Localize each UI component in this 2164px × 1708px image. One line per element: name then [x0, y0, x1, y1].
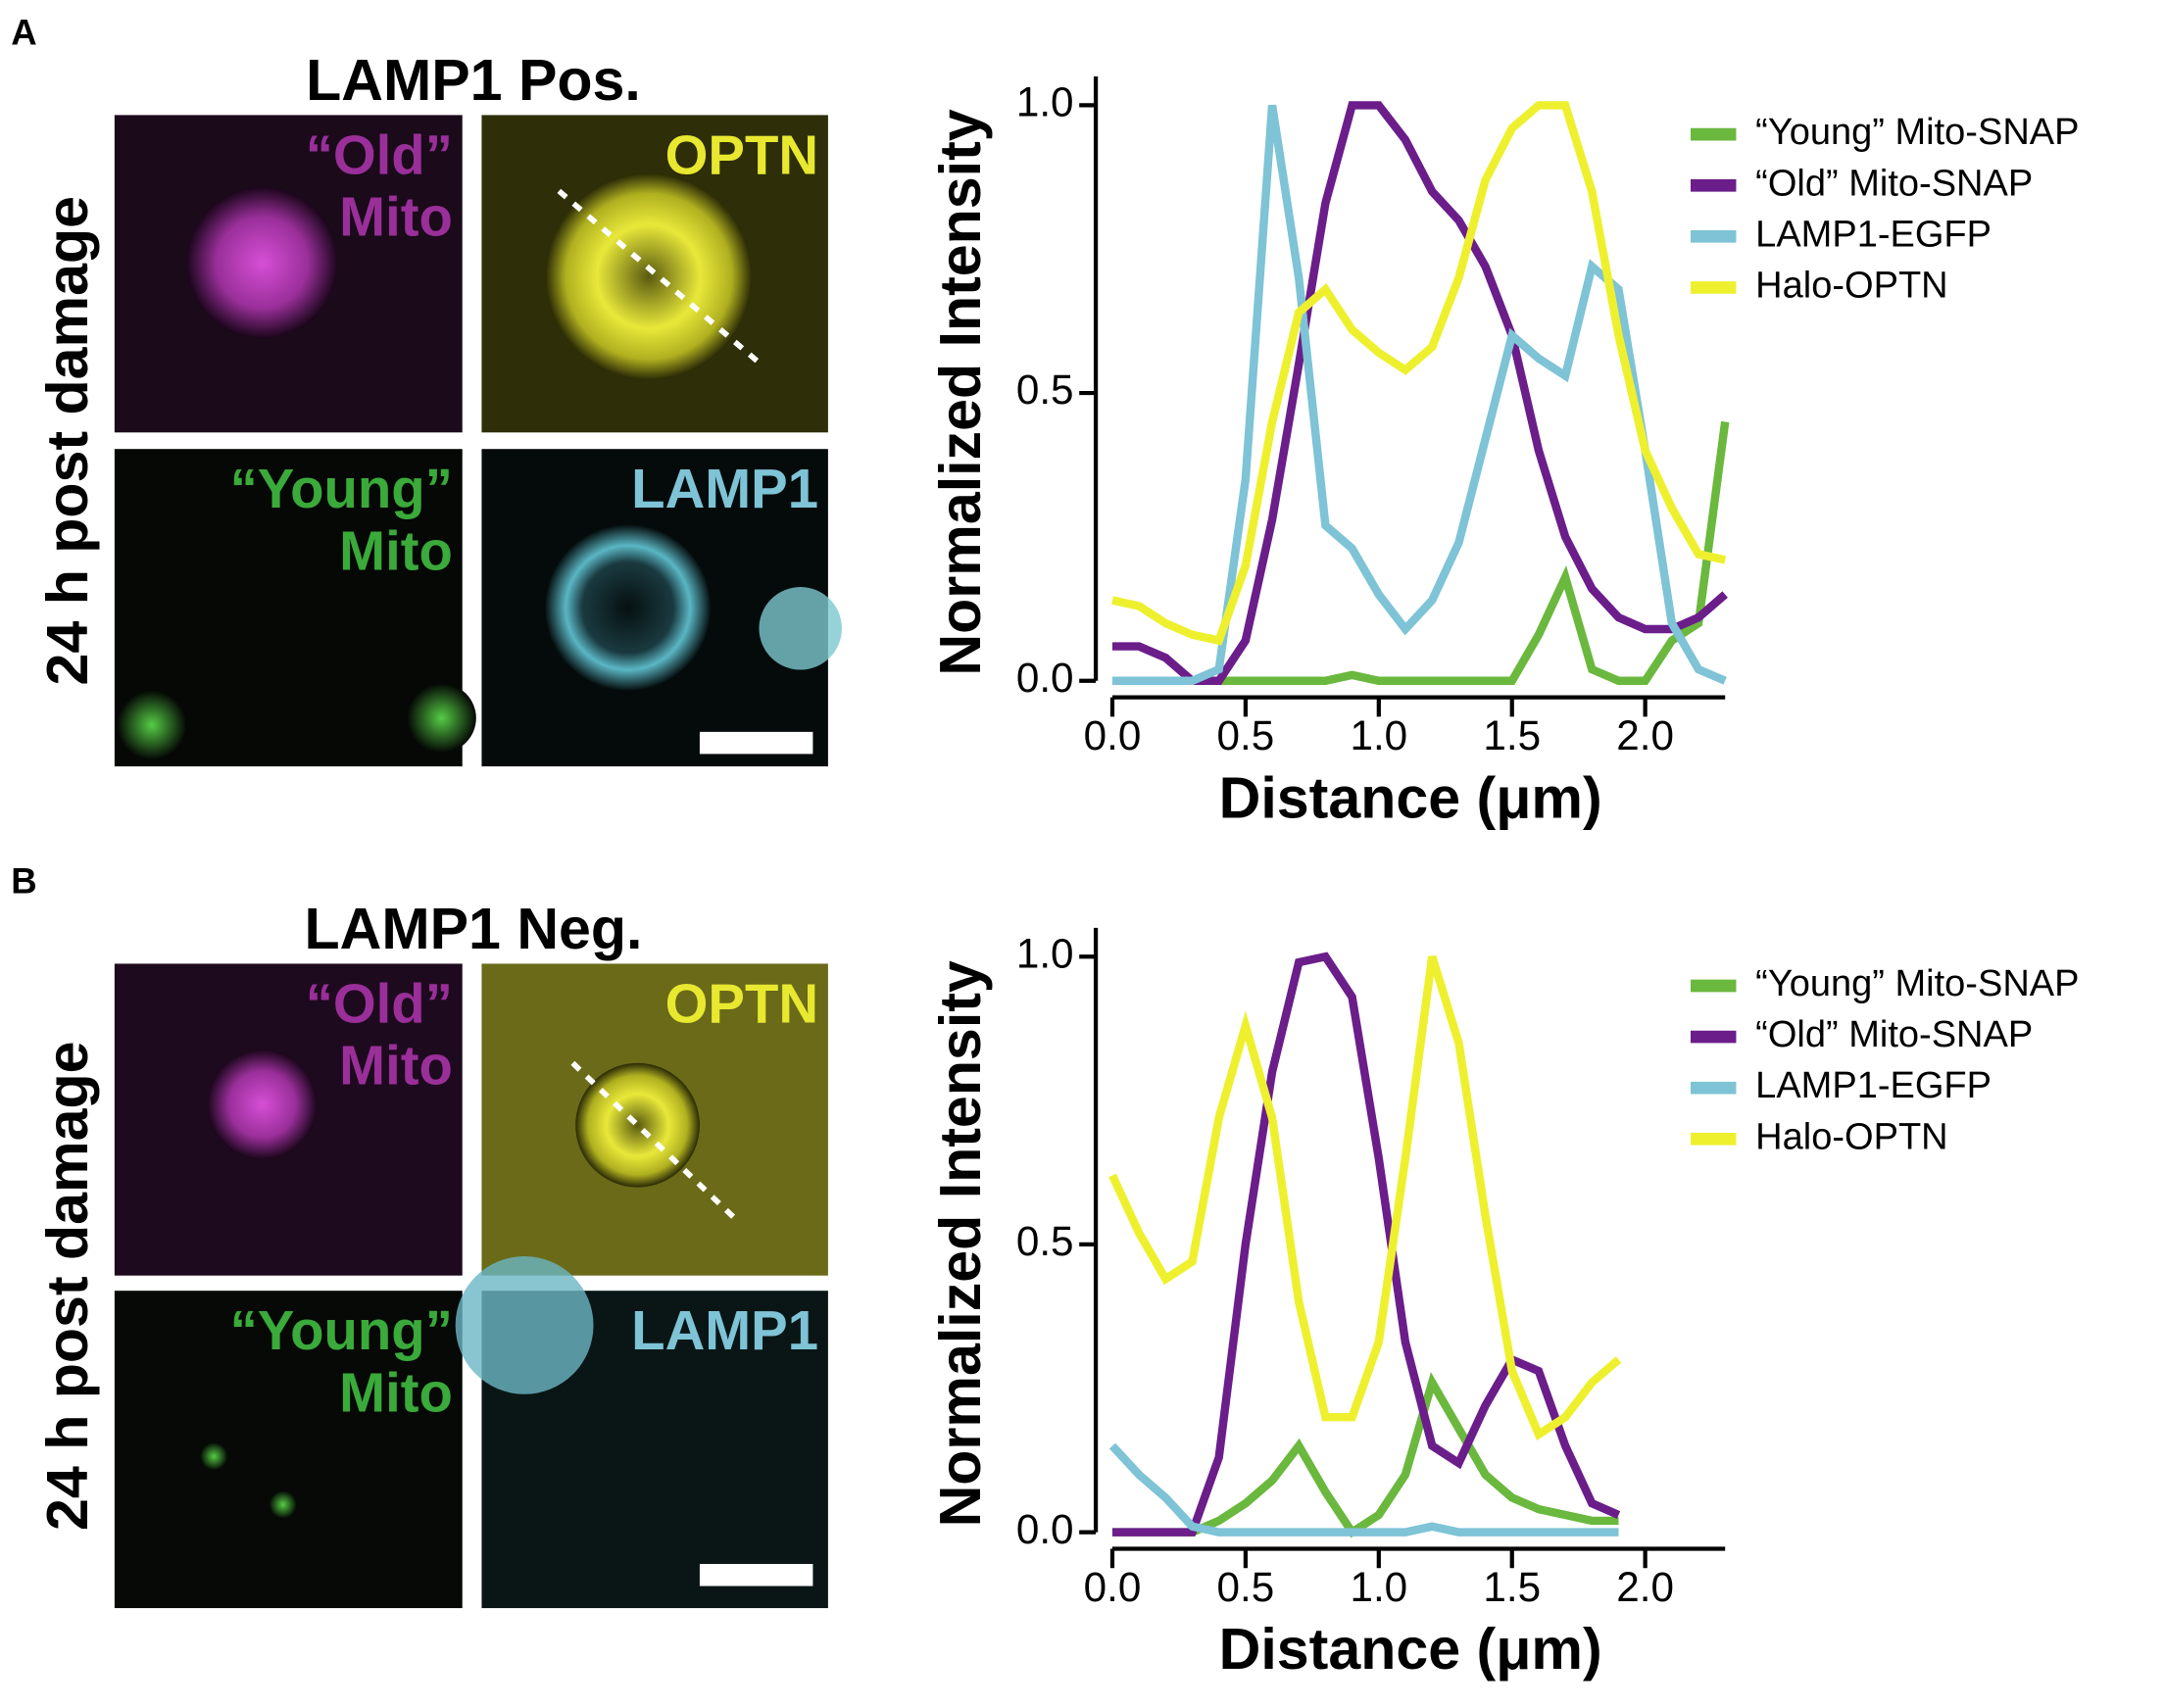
image-blob — [759, 587, 842, 670]
row-label: 24 h post damage — [34, 196, 100, 685]
series-line — [1111, 104, 1727, 686]
image-label: Mito — [339, 1035, 453, 1097]
image-label: Mito — [339, 1361, 453, 1423]
series-line — [1111, 101, 1727, 646]
legend-label: LAMP1-EGFP — [1755, 214, 1992, 255]
image-label: “Young” — [230, 1299, 453, 1361]
y-tick-label: 1.0 — [1016, 930, 1074, 976]
legend-label: “Young” Mito-SNAP — [1755, 963, 2079, 1004]
legend-label: “Old” Mito-SNAP — [1755, 1014, 2033, 1055]
x-tick-label: 2.0 — [1616, 1564, 1674, 1610]
image-blob — [455, 1255, 594, 1394]
x-tick-label: 1.0 — [1350, 1564, 1407, 1610]
image-label: LAMP1 — [631, 458, 818, 519]
y-tick-label: 0.0 — [1016, 1506, 1074, 1552]
image-blob — [407, 683, 476, 753]
x-axis-title: Distance (μm) — [1219, 1616, 1602, 1682]
series-line — [1108, 955, 1622, 1441]
legend-label: LAMP1-EGFP — [1755, 1065, 1992, 1106]
scale-bar — [699, 731, 813, 755]
image-label: OPTN — [665, 972, 818, 1034]
scale-bar — [699, 1564, 813, 1586]
panel-title: LAMP1 Pos. — [306, 47, 641, 113]
y-axis-title: Normalized Intensity — [927, 960, 993, 1527]
image-label: “Young” — [230, 458, 453, 519]
image-label: OPTN — [665, 123, 818, 185]
series-line — [1111, 101, 1728, 686]
panel-label: A — [11, 12, 36, 52]
image-blob — [117, 690, 187, 760]
x-tick-label: 1.0 — [1350, 712, 1407, 758]
image — [114, 1291, 463, 1609]
y-axis-title: Normalized Intensity — [927, 109, 993, 675]
series-line — [1111, 420, 1730, 686]
image-label: Mito — [339, 520, 453, 582]
x-tick-label: 1.5 — [1483, 1564, 1541, 1610]
panel-title: LAMP1 Neg. — [305, 896, 643, 961]
x-tick-label: 2.0 — [1616, 712, 1674, 758]
y-tick-label: 0.0 — [1016, 655, 1074, 701]
y-tick-label: 0.5 — [1016, 366, 1074, 413]
panel-label: B — [11, 860, 36, 901]
series-line — [1108, 1442, 1619, 1537]
image-blob — [545, 524, 712, 691]
y-tick-label: 1.0 — [1016, 79, 1074, 125]
x-axis-title: Distance (μm) — [1219, 764, 1602, 830]
legend-label: “Old” Mito-SNAP — [1755, 163, 2033, 204]
micrographs — [114, 115, 842, 1609]
image-label: “Old” — [306, 972, 453, 1034]
image-blob — [545, 172, 753, 380]
image-blob — [200, 1442, 228, 1471]
row-label: 24 h post damage — [34, 1042, 100, 1531]
series-line — [1111, 1372, 1619, 1538]
line-scan — [557, 188, 765, 368]
image-blob — [207, 1049, 318, 1160]
legend-label: Halo-OPTN — [1755, 265, 1947, 306]
x-tick-label: 0.5 — [1217, 1564, 1275, 1610]
image-label: Mito — [339, 186, 453, 248]
x-tick-label: 1.5 — [1483, 712, 1541, 758]
image-label: LAMP1 — [631, 1299, 818, 1361]
image-blob — [269, 1490, 297, 1519]
x-tick-label: 0.5 — [1217, 712, 1275, 758]
x-tick-label: 0.0 — [1084, 712, 1142, 758]
legend-label: Halo-OPTN — [1755, 1116, 1947, 1157]
image-label: “Old” — [306, 123, 453, 185]
y-tick-label: 0.5 — [1016, 1218, 1074, 1264]
image-blob — [186, 186, 338, 339]
legend-label: “Young” Mito-SNAP — [1755, 112, 2079, 153]
series-line — [1111, 952, 1621, 1537]
x-tick-label: 0.0 — [1084, 1564, 1142, 1610]
